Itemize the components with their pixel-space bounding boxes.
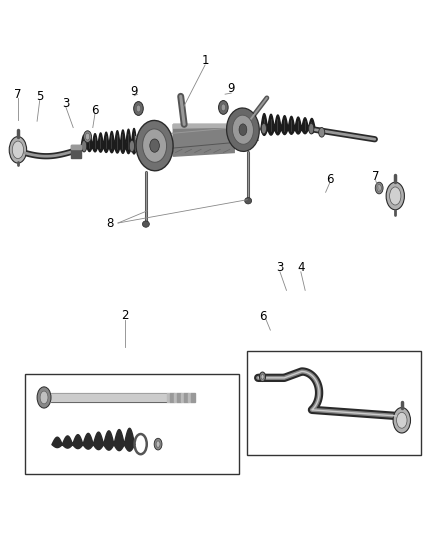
Ellipse shape <box>221 104 226 111</box>
Text: 6: 6 <box>91 103 99 117</box>
Ellipse shape <box>259 372 265 382</box>
Polygon shape <box>136 125 258 140</box>
Ellipse shape <box>81 140 87 152</box>
Ellipse shape <box>386 182 404 210</box>
Polygon shape <box>177 393 181 402</box>
Polygon shape <box>174 393 177 402</box>
Text: 9: 9 <box>131 85 138 98</box>
Ellipse shape <box>142 221 149 227</box>
Ellipse shape <box>40 391 48 404</box>
Text: 3: 3 <box>276 261 284 274</box>
Ellipse shape <box>150 139 159 152</box>
Text: 4: 4 <box>297 261 304 274</box>
Polygon shape <box>170 393 174 402</box>
Polygon shape <box>51 393 167 402</box>
Polygon shape <box>184 393 187 402</box>
Ellipse shape <box>134 102 143 115</box>
Ellipse shape <box>9 136 27 163</box>
Ellipse shape <box>375 182 383 194</box>
Bar <box>25 374 239 474</box>
Ellipse shape <box>85 133 90 140</box>
Ellipse shape <box>143 129 166 162</box>
Ellipse shape <box>261 374 264 379</box>
Ellipse shape <box>37 387 51 408</box>
Bar <box>247 351 421 455</box>
Ellipse shape <box>12 141 24 159</box>
Ellipse shape <box>233 115 254 144</box>
Ellipse shape <box>393 408 410 433</box>
Text: 9: 9 <box>227 83 235 95</box>
Ellipse shape <box>319 127 325 137</box>
Text: 7: 7 <box>14 87 21 101</box>
Text: 6: 6 <box>326 173 333 185</box>
Text: 7: 7 <box>372 170 379 183</box>
Ellipse shape <box>136 120 173 171</box>
Ellipse shape <box>154 438 162 450</box>
Ellipse shape <box>377 184 381 191</box>
Text: 3: 3 <box>62 96 70 110</box>
Text: 6: 6 <box>259 310 266 323</box>
Polygon shape <box>71 144 81 158</box>
Ellipse shape <box>156 441 160 447</box>
Ellipse shape <box>239 124 247 135</box>
Polygon shape <box>136 125 258 151</box>
Ellipse shape <box>390 187 401 205</box>
Text: 5: 5 <box>36 90 43 103</box>
Ellipse shape <box>129 140 134 152</box>
Polygon shape <box>71 144 81 149</box>
Ellipse shape <box>309 123 314 134</box>
Ellipse shape <box>136 105 141 112</box>
Polygon shape <box>173 124 234 128</box>
Text: 1: 1 <box>201 54 209 67</box>
Ellipse shape <box>261 123 266 134</box>
Ellipse shape <box>84 131 92 142</box>
Polygon shape <box>181 393 184 402</box>
Polygon shape <box>191 393 194 402</box>
Ellipse shape <box>396 413 407 428</box>
Polygon shape <box>187 393 191 402</box>
Ellipse shape <box>219 101 228 114</box>
Polygon shape <box>173 124 234 156</box>
Text: 2: 2 <box>121 309 128 322</box>
Text: 8: 8 <box>106 216 114 230</box>
Ellipse shape <box>226 108 259 151</box>
Polygon shape <box>167 393 170 402</box>
Ellipse shape <box>245 198 252 204</box>
